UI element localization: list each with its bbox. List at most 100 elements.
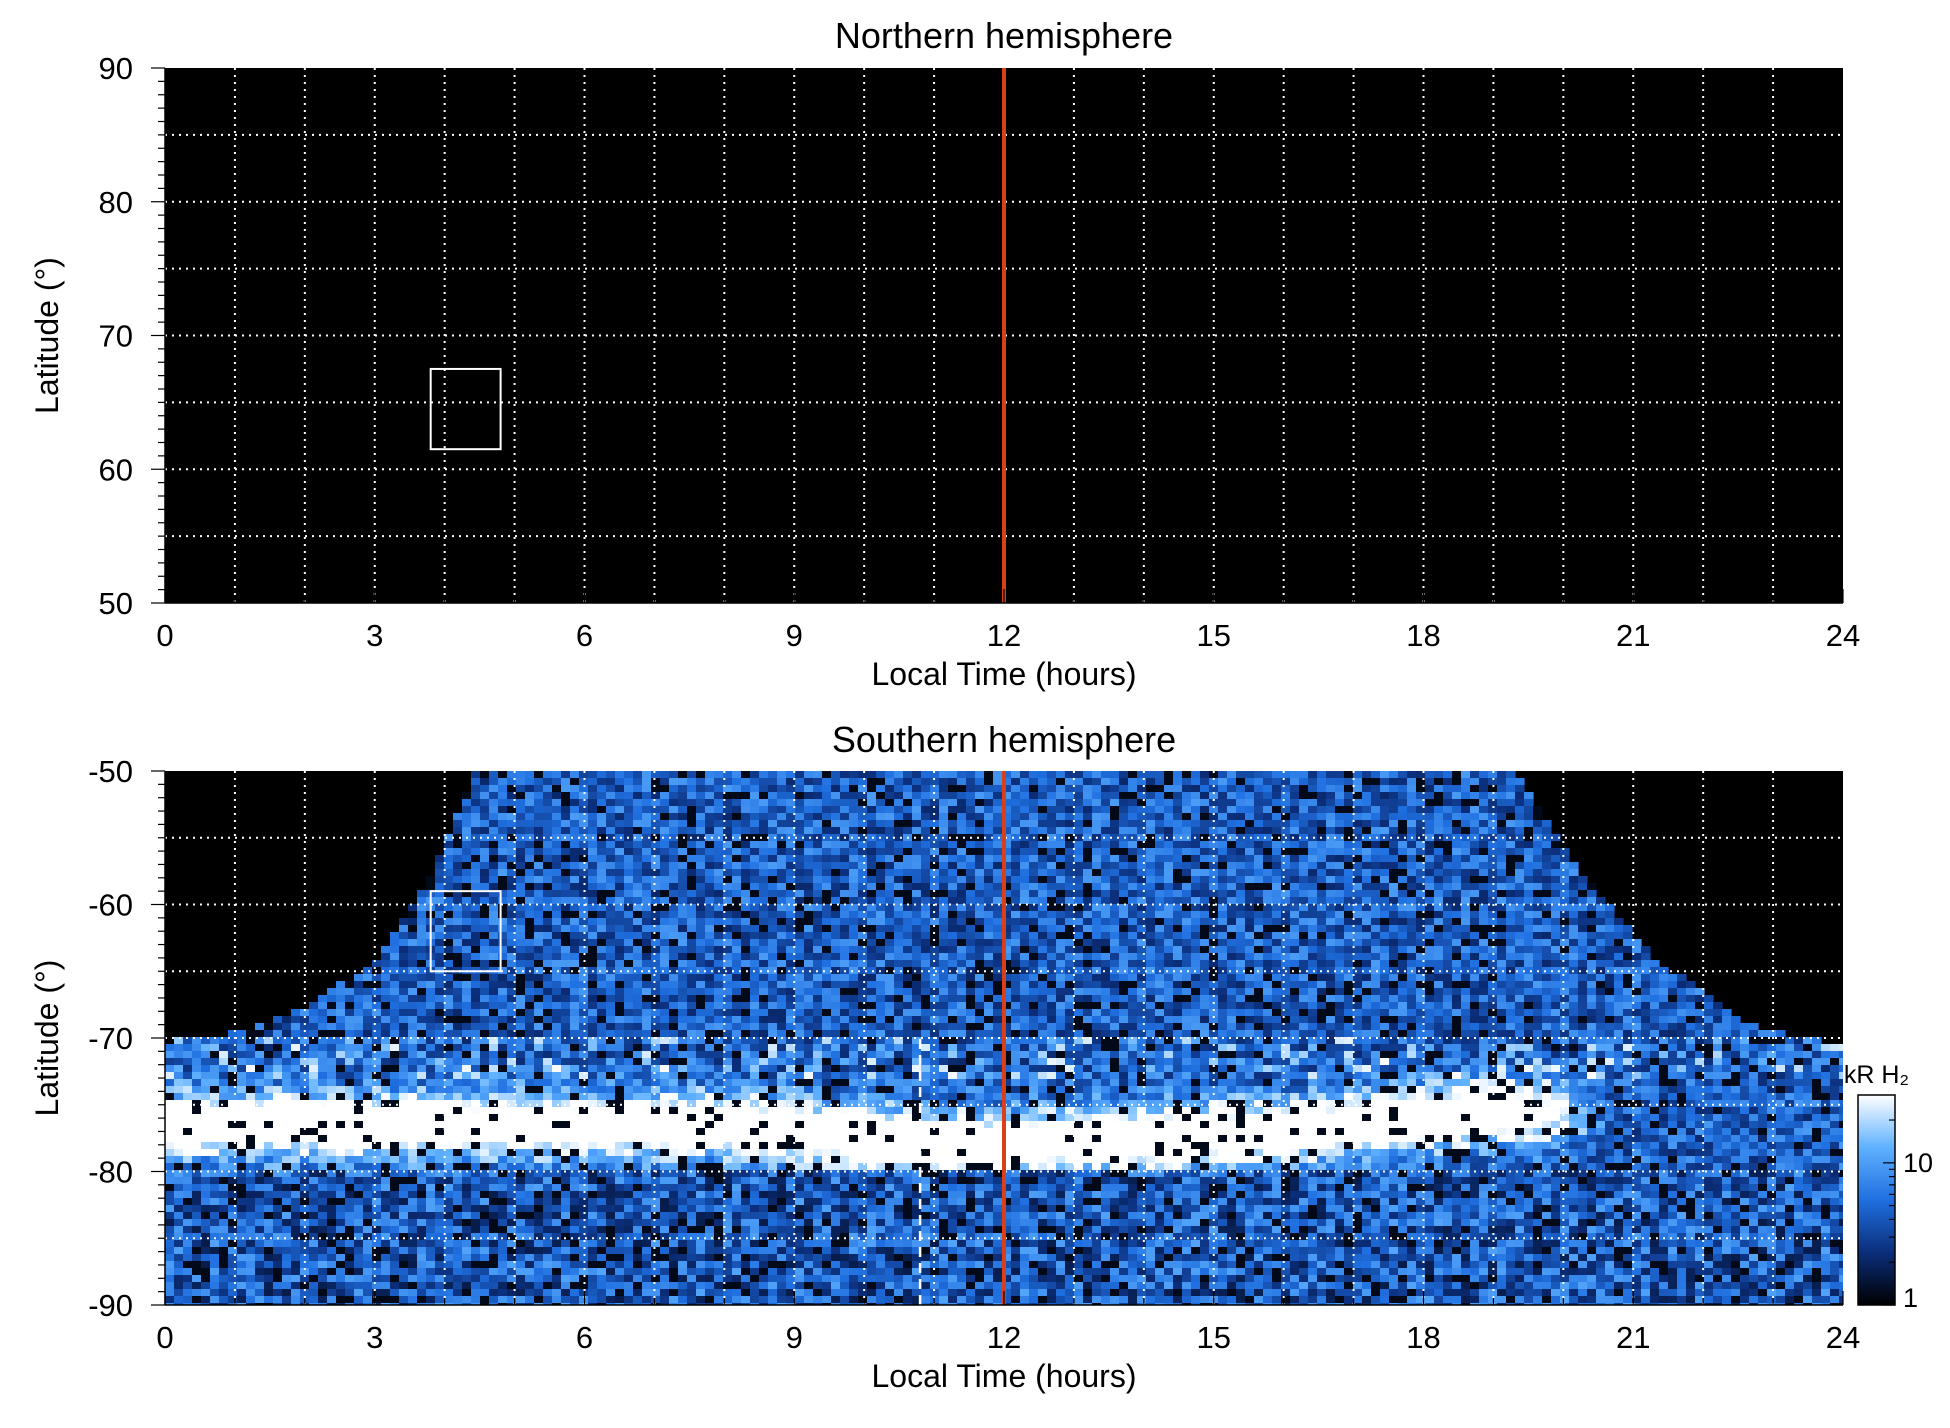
heatmap-cell xyxy=(741,1226,751,1234)
heatmap-cell xyxy=(552,1016,562,1024)
heatmap-cell xyxy=(597,1086,607,1094)
heatmap-cell xyxy=(318,1226,328,1234)
heatmap-cell xyxy=(390,1149,400,1157)
heatmap-cell xyxy=(543,1240,553,1248)
heatmap-cell xyxy=(174,1079,184,1087)
heatmap-cell xyxy=(417,890,427,898)
heatmap-cell xyxy=(201,1142,211,1150)
heatmap-cell xyxy=(732,813,742,821)
heatmap-cell xyxy=(714,918,724,926)
heatmap-cell xyxy=(372,1289,382,1297)
heatmap-cell xyxy=(543,981,553,989)
heatmap-cell xyxy=(804,1198,814,1206)
heatmap-cell xyxy=(750,988,760,996)
heatmap-cell xyxy=(678,848,688,856)
heatmap-cell xyxy=(516,1128,526,1136)
heatmap-cell xyxy=(309,1296,319,1304)
heatmap-cell xyxy=(453,960,463,968)
heatmap-cell xyxy=(363,1044,373,1052)
heatmap-cell xyxy=(615,806,625,814)
heatmap-cell xyxy=(363,1086,373,1094)
heatmap-cell xyxy=(669,855,679,863)
heatmap-cell xyxy=(534,967,544,975)
heatmap-cell xyxy=(210,1177,220,1185)
heatmap-cell xyxy=(759,925,769,933)
heatmap-cell xyxy=(417,1233,427,1241)
heatmap-cell xyxy=(705,1051,715,1059)
heatmap-cell xyxy=(381,988,391,996)
heatmap-cell xyxy=(282,1030,292,1038)
heatmap-cell xyxy=(597,1044,607,1052)
heatmap-cell xyxy=(804,1191,814,1199)
heatmap-cell xyxy=(597,813,607,821)
heatmap-cell xyxy=(363,1219,373,1227)
heatmap-cell xyxy=(840,1226,850,1234)
heatmap-cell xyxy=(624,1282,634,1290)
heatmap-cell xyxy=(174,1037,184,1045)
heatmap-cell xyxy=(570,1233,580,1241)
heatmap-cell xyxy=(255,1177,265,1185)
heatmap-cell xyxy=(372,1135,382,1143)
heatmap-cell xyxy=(705,1149,715,1157)
heatmap-cell xyxy=(489,1296,499,1304)
heatmap-cell xyxy=(624,1289,634,1297)
heatmap-cell xyxy=(426,883,436,891)
heatmap-cell xyxy=(192,1289,202,1297)
heatmap-cell xyxy=(606,1016,616,1024)
heatmap-cell xyxy=(624,1233,634,1241)
heatmap-cell xyxy=(633,785,643,793)
heatmap-cell xyxy=(777,1142,787,1150)
heatmap-cell xyxy=(417,1212,427,1220)
heatmap-cell xyxy=(498,1177,508,1185)
heatmap-cell xyxy=(597,1128,607,1136)
heatmap-cell xyxy=(183,1121,193,1129)
heatmap-cell xyxy=(741,939,751,947)
heatmap-cell xyxy=(219,1289,229,1297)
heatmap-cell xyxy=(804,1289,814,1297)
heatmap-cell xyxy=(363,1065,373,1073)
heatmap-cell xyxy=(318,1128,328,1136)
heatmap-cell xyxy=(777,974,787,982)
heatmap-cell xyxy=(660,960,670,968)
heatmap-cell xyxy=(228,1065,238,1073)
heatmap-cell xyxy=(831,918,841,926)
heatmap-cell xyxy=(768,981,778,989)
heatmap-cell xyxy=(219,1114,229,1122)
heatmap-cell xyxy=(660,778,670,786)
heatmap-cell xyxy=(642,946,652,954)
heatmap-cell xyxy=(336,1275,346,1283)
heatmap-cell xyxy=(228,1247,238,1255)
heatmap-cell xyxy=(318,1156,328,1164)
heatmap-cell xyxy=(453,974,463,982)
heatmap-cell xyxy=(633,1121,643,1129)
heatmap-cell xyxy=(345,1086,355,1094)
heatmap-cell xyxy=(804,925,814,933)
heatmap-cell xyxy=(210,1212,220,1220)
heatmap-cell xyxy=(813,869,823,877)
heatmap-cell xyxy=(840,862,850,870)
heatmap-cell xyxy=(651,995,661,1003)
heatmap-cell xyxy=(183,1268,193,1276)
heatmap-cell xyxy=(606,1219,616,1227)
heatmap-cell xyxy=(255,1296,265,1304)
heatmap-cell xyxy=(489,1135,499,1143)
heatmap-cell xyxy=(210,1051,220,1059)
heatmap-cell xyxy=(804,778,814,786)
heatmap-cell xyxy=(435,1121,445,1129)
heatmap-cell xyxy=(813,1051,823,1059)
heatmap-cell xyxy=(822,820,832,828)
heatmap-cell xyxy=(633,1023,643,1031)
heatmap-cell xyxy=(795,1044,805,1052)
heatmap-cell xyxy=(795,1219,805,1227)
heatmap-cell xyxy=(417,1072,427,1080)
heatmap-cell xyxy=(498,1184,508,1192)
heatmap-cell xyxy=(822,1107,832,1115)
heatmap-cell xyxy=(291,1016,301,1024)
heatmap-cell xyxy=(543,911,553,919)
y-axis-label: Latitude (°) xyxy=(29,257,65,414)
heatmap-cell xyxy=(750,1058,760,1066)
heatmap-cell xyxy=(381,1065,391,1073)
heatmap-cell xyxy=(840,771,850,779)
heatmap-cell xyxy=(669,890,679,898)
heatmap-cell xyxy=(741,820,751,828)
